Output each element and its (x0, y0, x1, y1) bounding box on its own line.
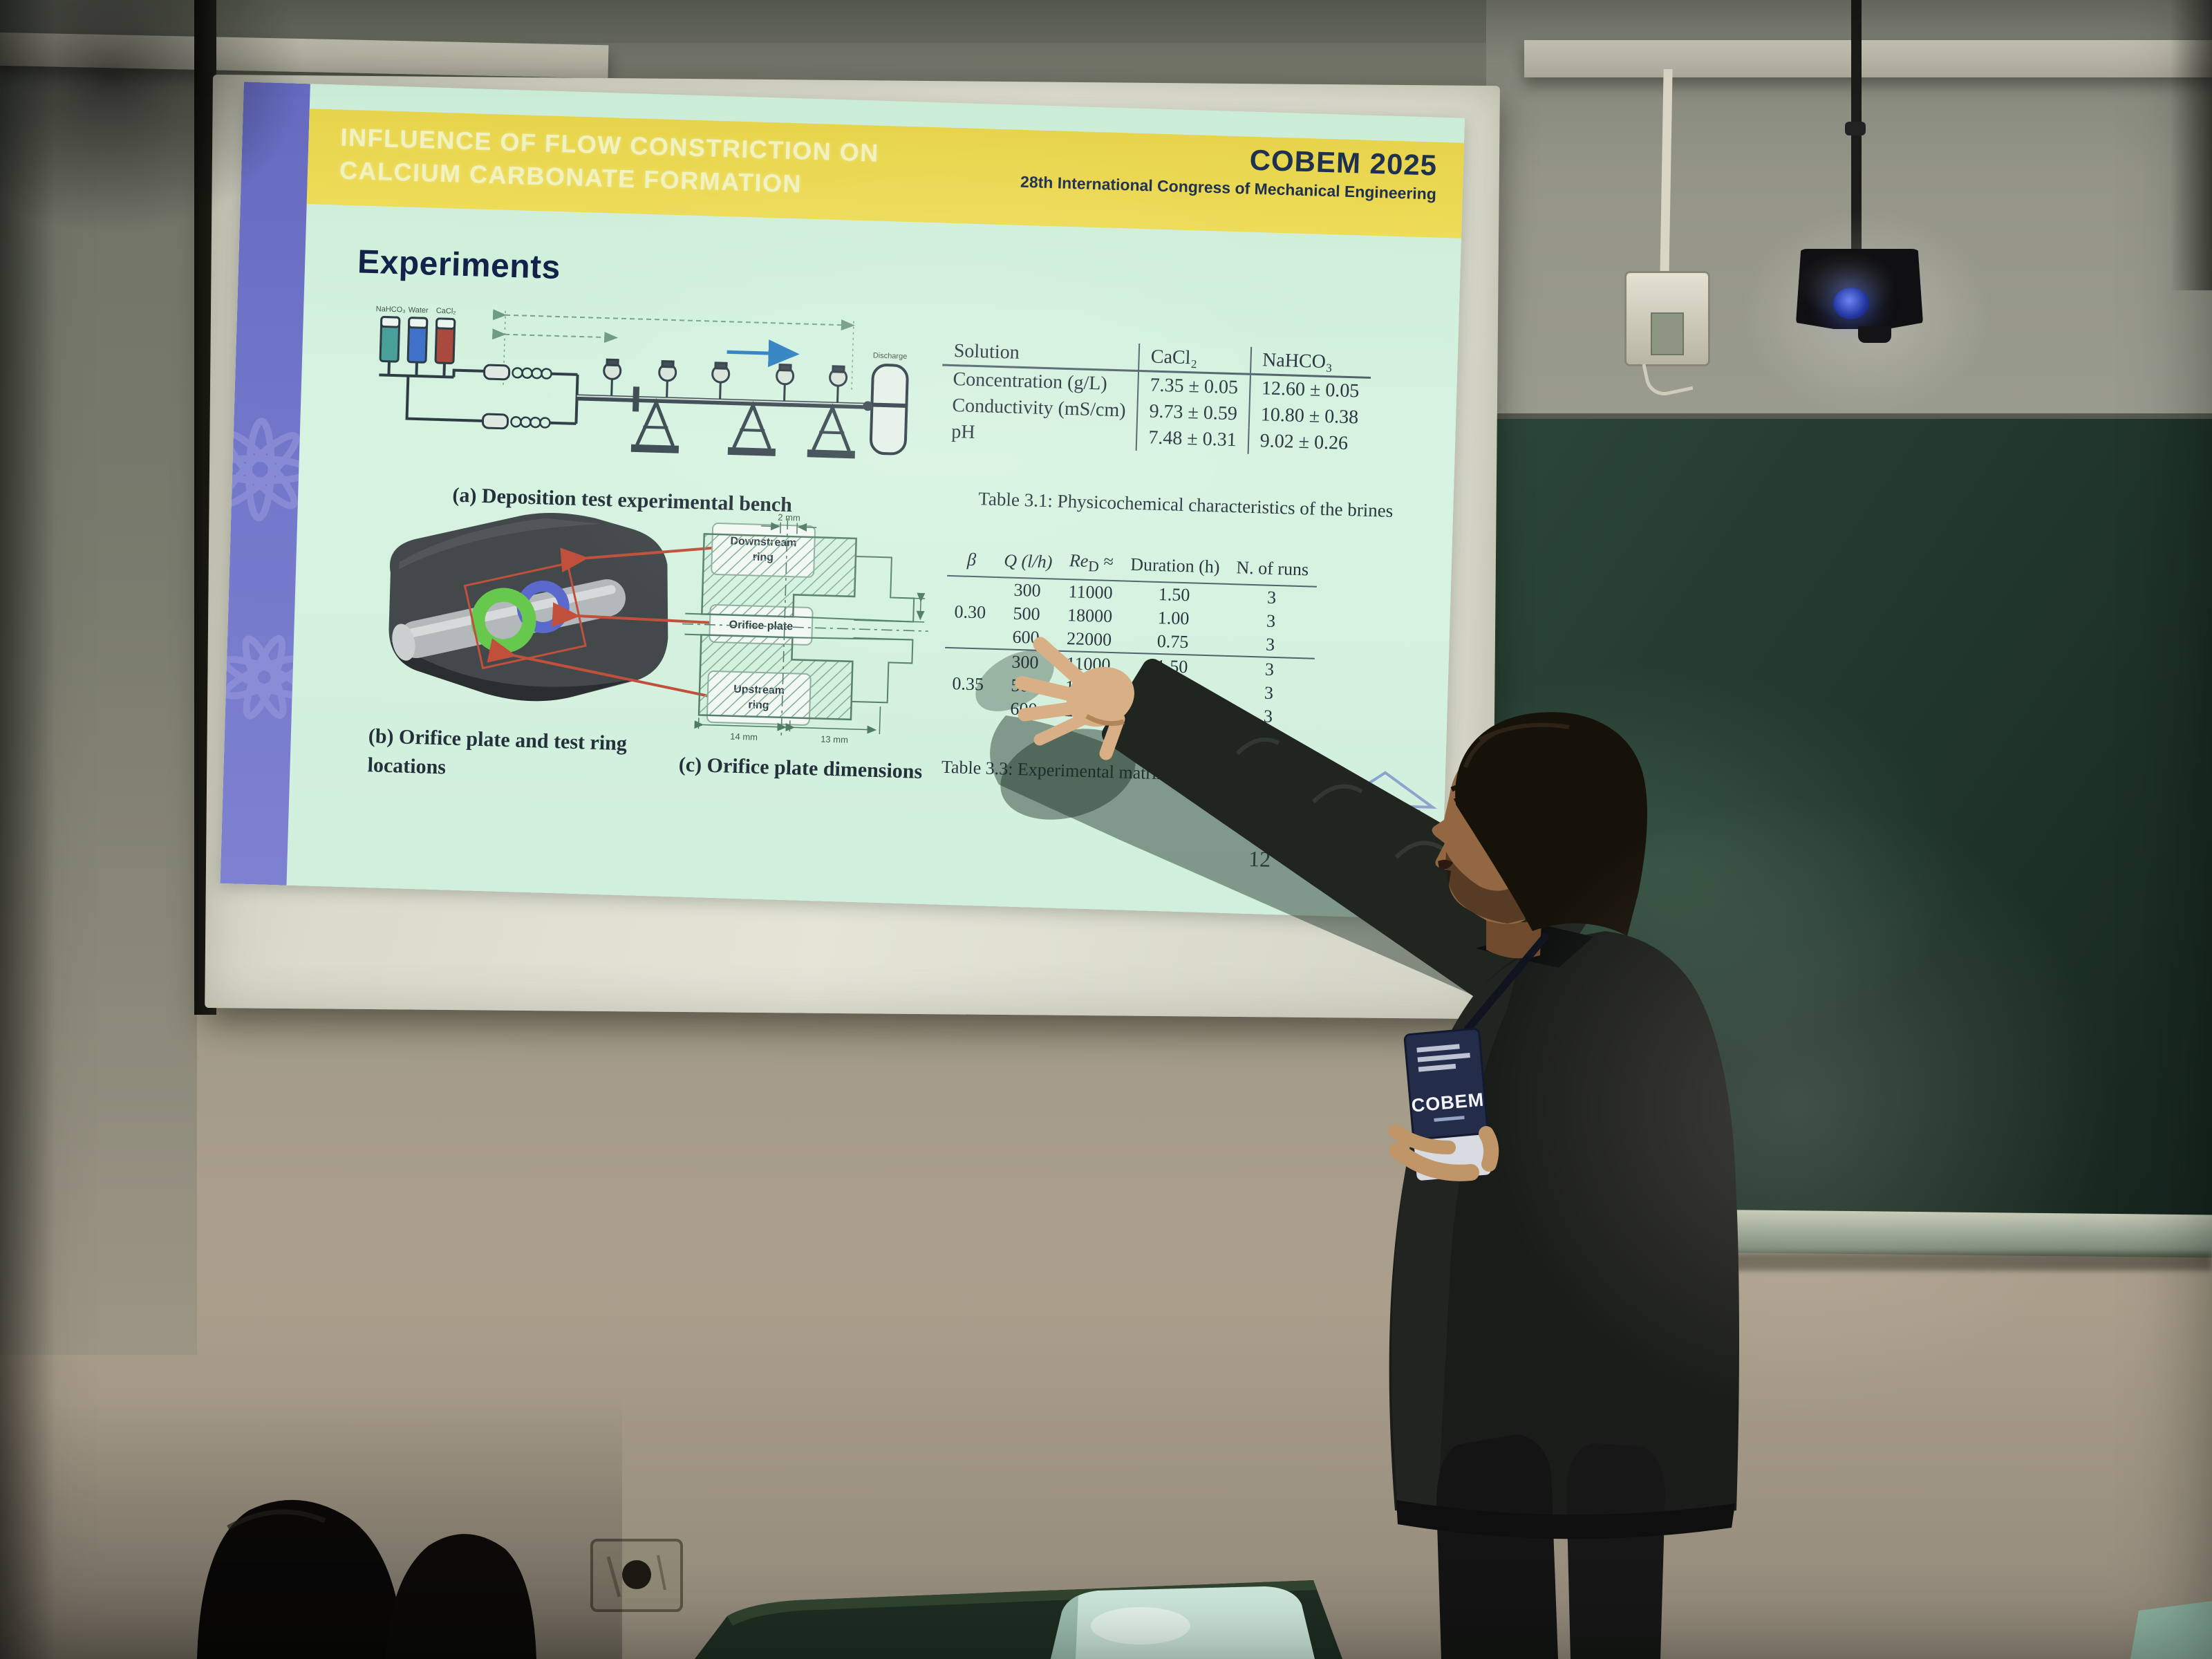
presenter-hair (1455, 712, 1647, 936)
tank-label-cacl2: CaCl₂ (436, 307, 456, 316)
vignette-left-edge (0, 0, 55, 1659)
teal-furniture-corner (2130, 1601, 2212, 1659)
jacket-hem-shadow (1396, 1500, 1735, 1539)
hair-sheen (227, 1509, 326, 1530)
label-orifice-plate: Orifice plate (729, 619, 793, 633)
presenter: COBEM (1015, 637, 1739, 1659)
vignette-top-left (0, 0, 304, 235)
slide: INFLUENCE OF FLOW CONSTRICTION ON CALCIU… (220, 82, 1465, 920)
pipe-assembly (392, 562, 626, 670)
object-on-desk (1051, 1586, 1315, 1659)
presenter-left-leg (1436, 1434, 1558, 1659)
dimensions (694, 522, 926, 735)
projector-light-spill (1486, 795, 2108, 1417)
dim-right-label: 13 mm (821, 734, 848, 745)
projector-mount-nub (1858, 326, 1891, 343)
main-pipe (577, 386, 870, 412)
presenter-right-hand (1388, 1124, 1499, 1181)
tank-label-water: Water (409, 306, 429, 315)
orifice-flange (632, 386, 640, 412)
label-arrows (487, 546, 713, 697)
pipe-sensors (603, 358, 848, 403)
projector-lens-icon (1833, 288, 1869, 319)
vignette-bottom-left (0, 1396, 622, 1659)
lanyard (1463, 932, 1550, 1033)
centerlines (682, 518, 928, 740)
discharge-tank: Discharge (863, 352, 909, 456)
housing-shadow (391, 642, 638, 702)
tank-labels: NaHCO₃ Water CaCl₂ (376, 305, 456, 315)
projection-screen: INFLUENCE OF FLOW CONSTRICTION ON CALCIU… (205, 75, 1500, 1020)
sleeve-wrinkles (1235, 738, 1446, 859)
audience-head (197, 1499, 405, 1659)
wall-electrical-box-label (1651, 312, 1684, 355)
flow-direction-arrow (727, 339, 800, 368)
presenter-pointing-hand (1015, 637, 1134, 760)
projector-pole-joint (1845, 122, 1866, 135)
dim-top-label: 2 mm (778, 512, 800, 523)
feed-tanks (379, 316, 456, 364)
figure-a-bench-diagram: NaHCO₃ Water CaCl₂ (376, 305, 909, 459)
figure-c-technical-drawing: 2 mm 14 mm 13 mm (682, 512, 928, 745)
audience-head (386, 1534, 536, 1659)
wall-outlet (590, 1539, 683, 1612)
object-glare (1091, 1607, 1190, 1644)
dim-left-label: 14 mm (730, 731, 758, 742)
pipe-supports (630, 397, 855, 459)
discharge-label: Discharge (873, 352, 908, 361)
tank-label-nahco3: NaHCO₃ (376, 305, 406, 314)
dimension-labels: 2 mm 14 mm 13 mm (730, 512, 848, 745)
wall-ledge-right (1524, 40, 2212, 77)
dimension-lines (492, 309, 855, 392)
presenter-stubble (1445, 852, 1531, 924)
photo-right-edge-shadow (2171, 0, 2212, 290)
housing-sheen (399, 518, 601, 570)
feed-piping (379, 361, 485, 422)
presenter-mouth (1438, 859, 1453, 870)
pumps (481, 364, 552, 430)
presenter-right-leg (1566, 1443, 1665, 1659)
hair-highlight (1463, 722, 1570, 769)
